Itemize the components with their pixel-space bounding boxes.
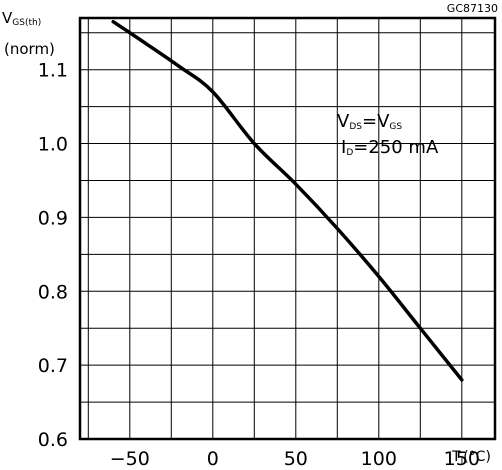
figure-code: GC87130 [447,2,498,15]
x-axis-title: TJ(°C) [451,449,491,466]
y-tick-label: 1.0 [38,134,68,156]
y-tick-labels: 0.6 0.7 0.8 0.9 1.0 1.1 [38,60,68,451]
grid [80,18,495,439]
annotation-id: ID=250 mA [341,137,439,158]
y-tick-label: 0.8 [38,281,68,303]
x-tick-label: 50 [284,448,308,470]
series-line [111,19,464,382]
annotation-vds-vgs: VDS=VGS [337,111,402,132]
x-tick-label: −50 [110,448,150,470]
plot-frame [78,16,497,441]
x-tick-label: 150 [444,448,480,470]
x-tick-labels: −50 0 50 100 150 [110,448,480,470]
y-tick-label: 0.7 [38,355,68,377]
x-tick-label: 0 [207,448,219,470]
y-tick-label: 0.9 [38,207,68,229]
y-tick-label: 0.6 [38,429,68,451]
y-axis-title: VGS(th) [2,9,41,28]
y-axis-title-norm: (norm) [4,40,55,58]
x-tick-label: 100 [361,448,397,470]
y-tick-label: 1.1 [38,60,68,82]
